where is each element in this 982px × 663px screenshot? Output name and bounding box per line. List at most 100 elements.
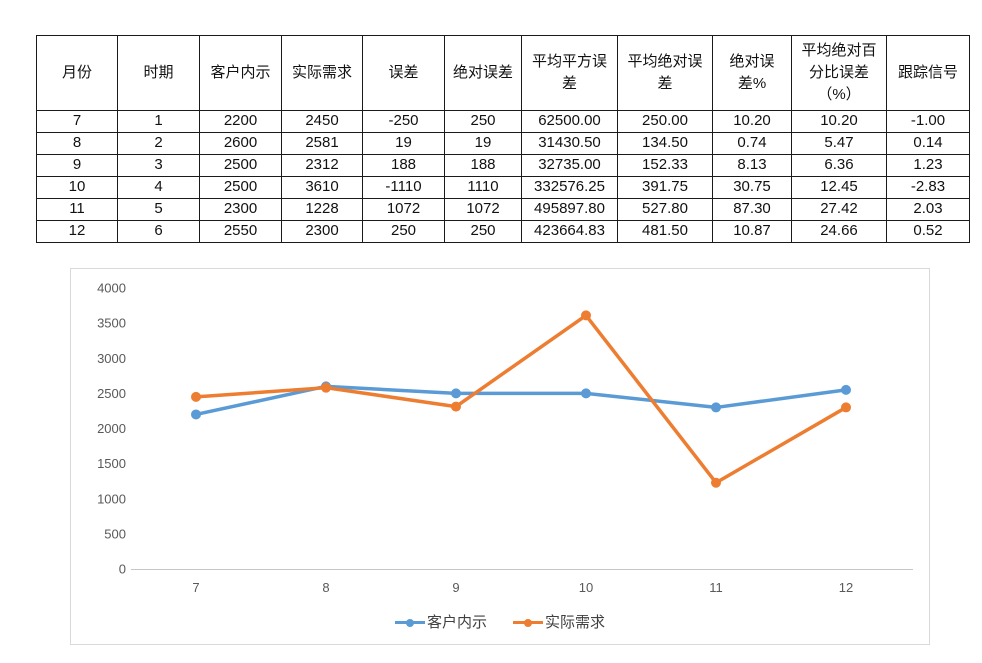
table-cell[interactable]: 152.33 (617, 154, 713, 177)
table-cell[interactable]: 250 (444, 110, 522, 133)
table-cell[interactable]: 27.42 (791, 198, 887, 221)
table-cell[interactable]: 12.45 (791, 176, 887, 199)
table-cell[interactable]: 32735.00 (521, 154, 618, 177)
table-cell[interactable]: 1072 (362, 198, 445, 221)
data-point-marker[interactable] (581, 388, 591, 399)
table-row: 7 1 2200 2450 -250 250 62500.00 250.00 10.20 10.2… (36, 110, 970, 133)
table-cell[interactable]: 7 (36, 110, 118, 133)
table-cell[interactable]: -250 (362, 110, 445, 133)
table-cell[interactable]: 2.03 (886, 198, 970, 221)
table-cell[interactable]: 250.00 (617, 110, 713, 133)
legend-item[interactable]: 实际需求 (513, 615, 605, 630)
table-cell[interactable]: 5.47 (791, 132, 887, 155)
table-cell[interactable]: 250 (444, 220, 522, 243)
table-cell[interactable]: 31430.50 (521, 132, 618, 155)
table-cell[interactable]: 5 (117, 198, 200, 221)
table-cell[interactable]: 0.74 (712, 132, 792, 155)
column-header[interactable]: 绝对误差 (444, 35, 522, 111)
table-cell[interactable]: 527.80 (617, 198, 713, 221)
table-cell[interactable]: 4 (117, 176, 200, 199)
table-cell[interactable]: 1072 (444, 198, 522, 221)
data-point-marker[interactable] (191, 409, 201, 420)
table-cell[interactable]: 391.75 (617, 176, 713, 199)
table-cell[interactable]: 1.23 (886, 154, 970, 177)
table-cell[interactable]: 11 (36, 198, 118, 221)
table-cell[interactable]: 6.36 (791, 154, 887, 177)
table-cell[interactable]: 332576.25 (521, 176, 618, 199)
column-header[interactable]: 月份 (36, 35, 118, 111)
table-cell[interactable]: 24.66 (791, 220, 887, 243)
column-header[interactable]: 时期 (117, 35, 200, 111)
table-cell[interactable]: 2500 (199, 154, 282, 177)
table-cell[interactable]: 10 (36, 176, 118, 199)
table-cell[interactable]: -1.00 (886, 110, 970, 133)
table-cell[interactable]: 2300 (281, 220, 363, 243)
table-cell[interactable]: -1110 (362, 176, 445, 199)
table-cell[interactable]: -2.83 (886, 176, 970, 199)
data-point-marker[interactable] (711, 402, 721, 413)
column-header[interactable]: 客户内示 (199, 35, 282, 111)
table-cell[interactable]: 0.52 (886, 220, 970, 243)
demand-chart[interactable]: 0 500 1000 1500 2000 2500 3000 3500 4000 7 8 9 10 11 1… (70, 268, 930, 645)
table-cell[interactable]: 10.20 (791, 110, 887, 133)
table-cell[interactable]: 423664.83 (521, 220, 618, 243)
table-cell[interactable]: 12 (36, 220, 118, 243)
table-cell[interactable]: 134.50 (617, 132, 713, 155)
legend-line-marker-icon (513, 618, 543, 628)
table-cell[interactable]: 2300 (199, 198, 282, 221)
column-header[interactable]: 误差 (362, 35, 445, 111)
column-header[interactable]: 平均绝对百分比误差（%） (791, 35, 887, 111)
table-cell[interactable]: 19 (362, 132, 445, 155)
table-cell[interactable]: 62500.00 (521, 110, 618, 133)
table-cell[interactable]: 10.20 (712, 110, 792, 133)
table-cell[interactable]: 2 (117, 132, 200, 155)
legend-item[interactable]: 客户内示 (394, 615, 487, 630)
table-cell[interactable]: 2500 (199, 176, 282, 199)
table-cell[interactable]: 9 (36, 154, 118, 177)
x-axis-tick-label: 11 (709, 580, 723, 595)
table-cell[interactable]: 19 (444, 132, 522, 155)
column-header[interactable]: 绝对误差% (712, 35, 792, 111)
data-point-marker[interactable] (711, 477, 721, 488)
table-cell[interactable]: 30.75 (712, 176, 792, 199)
column-header[interactable]: 跟踪信号 (886, 35, 970, 111)
table-cell[interactable]: 3 (117, 154, 200, 177)
table-cell[interactable]: 495897.80 (521, 198, 618, 221)
table-cell[interactable]: 10.87 (712, 220, 792, 243)
data-point-marker[interactable] (581, 310, 591, 321)
column-header[interactable]: 平均平方误差 (521, 35, 618, 111)
table-cell[interactable]: 2450 (281, 110, 363, 133)
data-point-marker[interactable] (191, 391, 201, 402)
table-cell[interactable]: 8.13 (712, 154, 792, 177)
data-point-marker[interactable] (841, 402, 851, 413)
table-cell[interactable]: 250 (362, 220, 445, 243)
series-line[interactable] (194, 313, 848, 485)
column-header[interactable]: 平均绝对误差 (617, 35, 713, 111)
table-cell[interactable]: 1110 (444, 176, 522, 199)
table-cell[interactable]: 1 (117, 110, 200, 133)
table-cell[interactable]: 0.14 (886, 132, 970, 155)
table-cell[interactable]: 2600 (199, 132, 282, 155)
table-cell[interactable]: 2200 (199, 110, 282, 133)
data-point-marker[interactable] (451, 388, 461, 399)
forecast-table[interactable]: 月份 时期 客户内示 实际需求 误差 绝对误差 平均平方误差 平均绝对误差 绝对误差% 平均绝对百… (36, 35, 970, 243)
table-cell[interactable]: 481.50 (617, 220, 713, 243)
table-cell[interactable]: 1228 (281, 198, 363, 221)
table-cell[interactable]: 2581 (281, 132, 363, 155)
table-cell[interactable]: 188 (362, 154, 445, 177)
data-point-marker[interactable] (841, 384, 851, 395)
column-header[interactable]: 实际需求 (281, 35, 363, 111)
y-axis-tick-label: 2500 (97, 386, 126, 401)
series-line[interactable] (194, 384, 848, 417)
x-axis-tick-label: 10 (579, 580, 593, 595)
table-cell[interactable]: 2312 (281, 154, 363, 177)
data-point-marker[interactable] (321, 382, 331, 393)
table-cell[interactable]: 87.30 (712, 198, 792, 221)
data-point-marker[interactable] (451, 401, 461, 412)
table-cell[interactable]: 2550 (199, 220, 282, 243)
table-cell[interactable]: 188 (444, 154, 522, 177)
y-axis-tick-label: 4000 (97, 281, 126, 296)
table-cell[interactable]: 8 (36, 132, 118, 155)
table-cell[interactable]: 6 (117, 220, 200, 243)
table-cell[interactable]: 3610 (281, 176, 363, 199)
